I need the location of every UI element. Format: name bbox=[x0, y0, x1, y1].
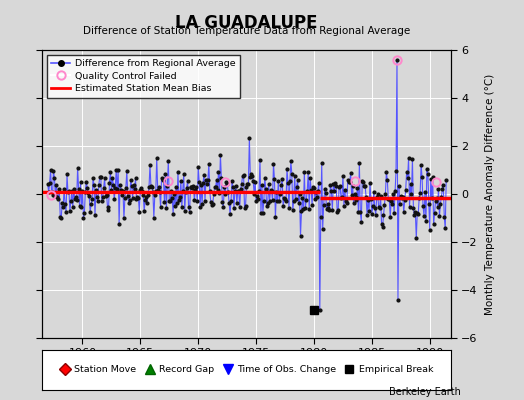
Y-axis label: Monthly Temperature Anomaly Difference (°C): Monthly Temperature Anomaly Difference (… bbox=[485, 73, 495, 315]
Text: Difference of Station Temperature Data from Regional Average: Difference of Station Temperature Data f… bbox=[83, 26, 410, 36]
Legend: Difference from Regional Average, Quality Control Failed, Estimated Station Mean: Difference from Regional Average, Qualit… bbox=[47, 55, 241, 98]
Legend: Station Move, Record Gap, Time of Obs. Change, Empirical Break: Station Move, Record Gap, Time of Obs. C… bbox=[56, 362, 437, 378]
Text: Berkeley Earth: Berkeley Earth bbox=[389, 387, 461, 397]
Title: LA GUADALUPE: LA GUADALUPE bbox=[175, 14, 318, 32]
